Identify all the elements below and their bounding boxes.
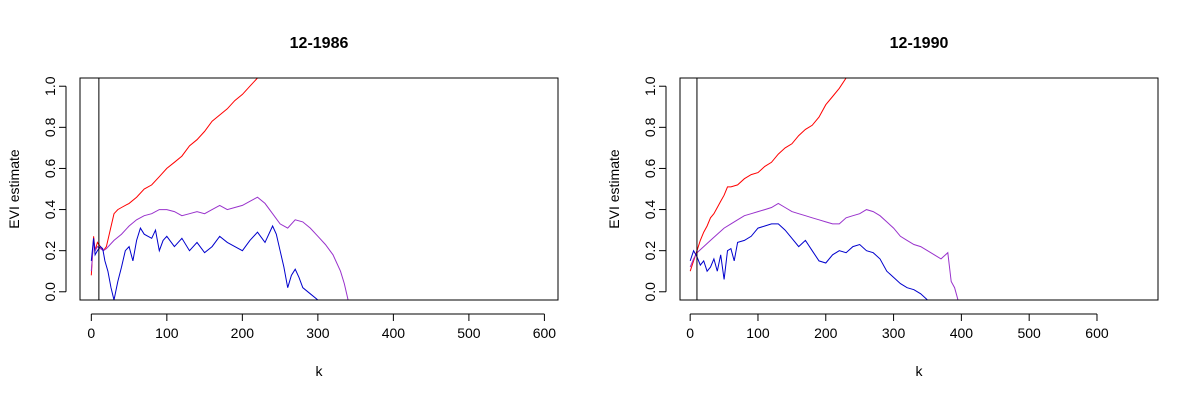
x-tick-label: 0 xyxy=(686,325,694,341)
x-axis-label: k xyxy=(916,363,924,379)
y-axis: 0.0 0.2 0.4 0.6 0.8 1.0 xyxy=(642,76,667,302)
y-tick-label: 1.0 xyxy=(642,76,658,96)
series-line-2 xyxy=(689,223,928,300)
series-group xyxy=(90,78,349,300)
y-tick-label: 1.0 xyxy=(42,76,58,96)
x-tick-label: 200 xyxy=(814,325,838,341)
x-tick-label: 300 xyxy=(882,325,906,341)
x-tick-label: 400 xyxy=(950,325,974,341)
x-tick-label: 400 xyxy=(382,325,406,341)
y-tick-label: 0.8 xyxy=(642,117,658,137)
y-tick-label: 0.0 xyxy=(642,282,658,302)
y-tick-label: 0.6 xyxy=(42,159,58,179)
x-tick-label: 0 xyxy=(87,325,95,341)
plot-frame xyxy=(79,77,559,301)
series-line-1 xyxy=(689,202,959,300)
chart-title: 12-1990 xyxy=(890,35,949,52)
y-axis-label: EVI estimate xyxy=(606,149,622,229)
chart-panel-12-1990: 0 100 200 300 400 500 600 0.0 0.2 0.4 0.6 0.8 1.0 12-… xyxy=(606,35,1159,379)
y-tick-label: 0.2 xyxy=(42,241,58,261)
x-tick-label: 300 xyxy=(306,325,330,341)
series-line-1 xyxy=(90,196,349,300)
plot-frame xyxy=(679,77,1159,301)
y-tick-label: 0.0 xyxy=(42,282,58,302)
y-tick-label: 0.6 xyxy=(642,159,658,179)
series-line-2 xyxy=(90,224,319,300)
x-tick-label: 100 xyxy=(746,325,770,341)
x-tick-label: 500 xyxy=(1017,325,1041,341)
y-tick-label: 0.2 xyxy=(642,241,658,261)
x-axis: 0 100 200 300 400 500 600 xyxy=(87,313,557,341)
series-line-0 xyxy=(689,78,847,272)
series-group xyxy=(689,78,959,300)
x-tick-label: 200 xyxy=(231,325,255,341)
x-axis-label: k xyxy=(316,363,324,379)
y-axis: 0.0 0.2 0.4 0.6 0.8 1.0 xyxy=(42,76,67,302)
x-tick-label: 600 xyxy=(1085,325,1109,341)
chart-title: 12-1986 xyxy=(290,35,349,52)
y-tick-label: 0.4 xyxy=(42,200,58,220)
x-tick-label: 600 xyxy=(533,325,557,341)
x-tick-label: 500 xyxy=(457,325,481,341)
y-tick-label: 0.4 xyxy=(642,200,658,220)
x-axis: 0 100 200 300 400 500 600 xyxy=(686,313,1109,341)
x-tick-label: 100 xyxy=(155,325,179,341)
chart-panel-12-1986: 0 100 200 300 400 500 600 0.0 0.2 0.4 0.6 0.8 1.0 12-… xyxy=(6,35,559,379)
y-axis-label: EVI estimate xyxy=(6,149,22,229)
y-tick-label: 0.8 xyxy=(42,117,58,137)
